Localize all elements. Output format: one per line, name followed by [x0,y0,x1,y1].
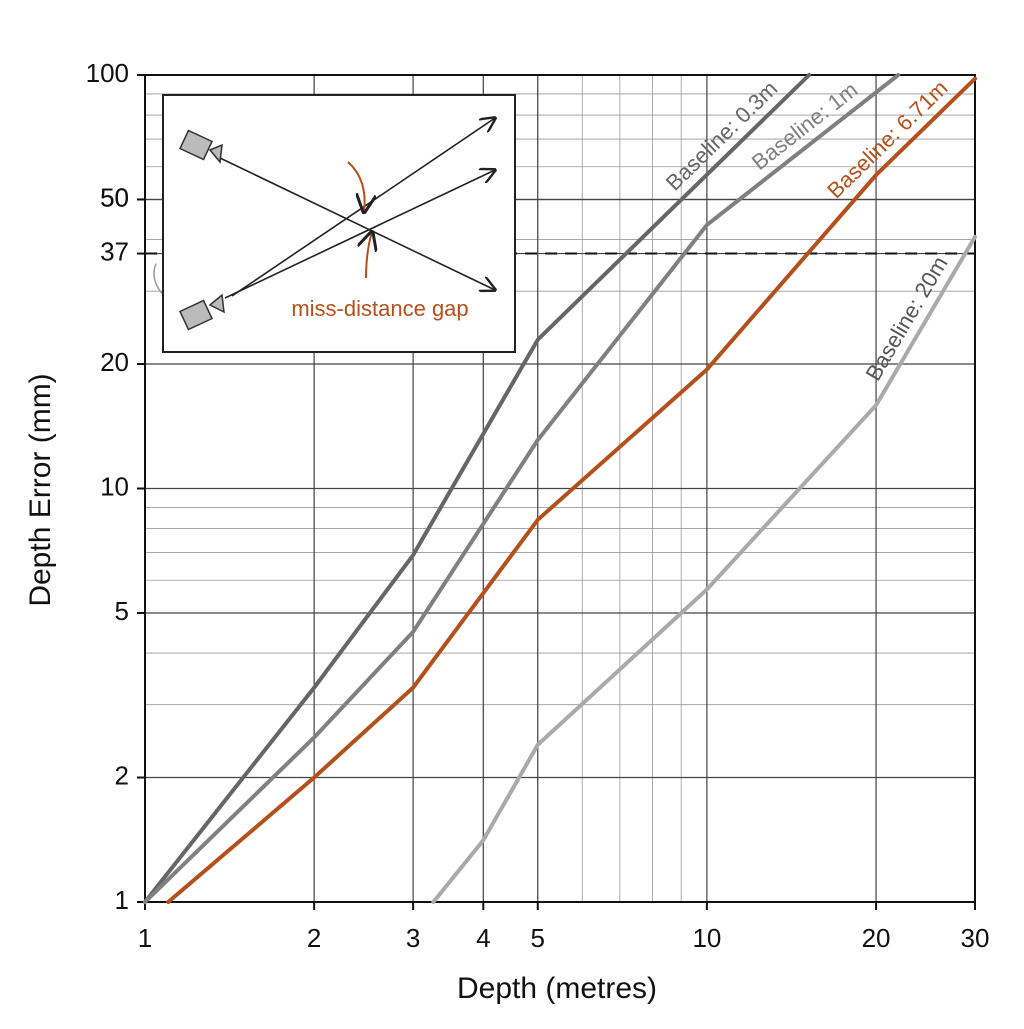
y-tick-label: 5 [115,596,129,626]
x-tick-label: 10 [692,923,721,953]
x-axis-label: Depth (metres) [457,972,657,1005]
series-line [143,73,901,904]
y-tick-label: 1 [115,885,129,915]
camera-top [178,129,223,164]
x-tick-label: 1 [138,923,152,953]
series-line [431,234,977,904]
gap-arrow [366,232,372,279]
gap-arrow [347,161,365,212]
plot-frame [144,74,976,903]
y-axis-label: Depth Error (mm) [24,373,57,606]
y-tick-label: 37 [100,236,129,266]
y-tick-label: 100 [86,58,129,88]
x-tick-label: 3 [406,923,420,953]
y-tick-label: 10 [100,471,129,501]
camera-bottom [178,293,225,331]
x-tick-label: 20 [862,923,891,953]
inset-label: miss-distance gap [291,296,468,321]
x-tick-label: 4 [476,923,490,953]
y-tick-label: 2 [115,760,129,790]
y-tick-label: 20 [100,347,129,377]
series-label: Baseline: 20m [860,252,952,385]
x-tick-label: 2 [307,923,321,953]
series-line [143,73,812,904]
inset-diagram: miss-distance gap [162,94,516,353]
annotation-arrow [153,263,163,295]
y-tick-label: 50 [100,182,129,212]
series-line [166,76,977,904]
x-tick-label: 30 [961,923,990,953]
x-tick-label: 5 [531,923,545,953]
ray [219,157,495,290]
y-tick-label: 50 [100,182,129,212]
